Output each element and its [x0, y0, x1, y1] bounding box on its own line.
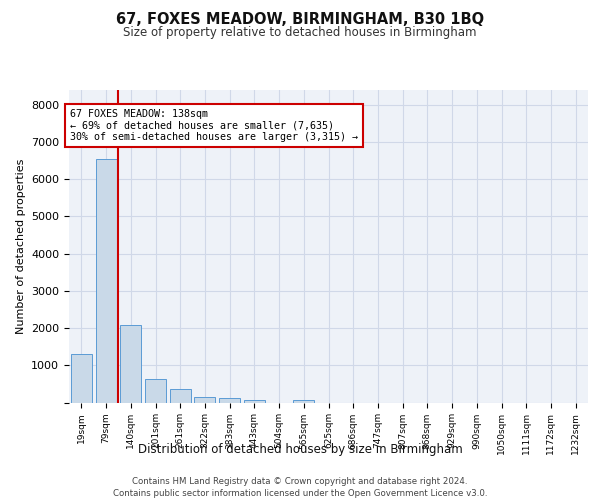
Text: 67, FOXES MEADOW, BIRMINGHAM, B30 1BQ: 67, FOXES MEADOW, BIRMINGHAM, B30 1BQ [116, 12, 484, 28]
Y-axis label: Number of detached properties: Number of detached properties [16, 158, 26, 334]
Bar [194, 398, 215, 402]
Bar [95, 159, 116, 402]
Bar [120, 325, 141, 402]
Bar [293, 400, 314, 402]
Text: Distribution of detached houses by size in Birmingham: Distribution of detached houses by size … [137, 442, 463, 456]
Bar [71, 354, 92, 403]
Bar [170, 390, 191, 402]
Bar [244, 400, 265, 402]
Text: 67 FOXES MEADOW: 138sqm
← 69% of detached houses are smaller (7,635)
30% of semi: 67 FOXES MEADOW: 138sqm ← 69% of detache… [70, 108, 358, 142]
Text: Size of property relative to detached houses in Birmingham: Size of property relative to detached ho… [123, 26, 477, 39]
Bar [219, 398, 240, 402]
Text: Contains HM Land Registry data © Crown copyright and database right 2024.: Contains HM Land Registry data © Crown c… [132, 478, 468, 486]
Bar [145, 380, 166, 402]
Text: Contains public sector information licensed under the Open Government Licence v3: Contains public sector information licen… [113, 489, 487, 498]
